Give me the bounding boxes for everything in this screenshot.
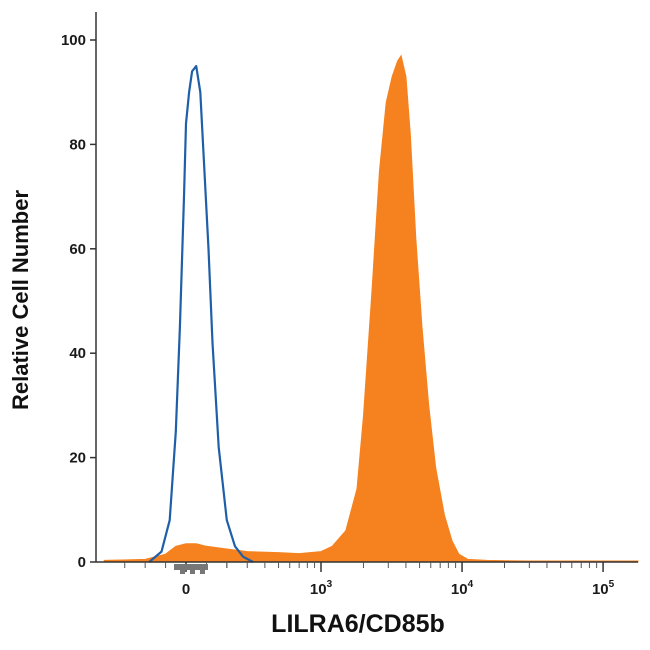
series-outline: [148, 65, 254, 563]
zero-region-marker: [174, 564, 208, 574]
x-tick-label: 0: [182, 581, 190, 598]
x-tick-label: 104: [451, 579, 474, 598]
y-tick-label: 20: [69, 450, 86, 467]
y-tick-label: 80: [69, 136, 86, 153]
series-filled-area: [103, 54, 639, 563]
y-ticks: 0 20 40 60 80 100: [61, 32, 96, 571]
y-axis-title: Relative Cell Number: [8, 190, 33, 411]
y-tick-label: 60: [69, 241, 86, 258]
x-tick-label: 105: [592, 579, 615, 598]
x-tick-label: 103: [310, 579, 333, 598]
plot-series: [103, 54, 639, 563]
y-tick-label: 100: [61, 32, 86, 49]
x-ticks: 0 103 104 105: [124, 562, 615, 598]
y-tick-label: 0: [78, 554, 86, 571]
y-tick-label: 40: [69, 345, 86, 362]
x-axis-title: LILRA6/CD85b: [271, 610, 445, 638]
